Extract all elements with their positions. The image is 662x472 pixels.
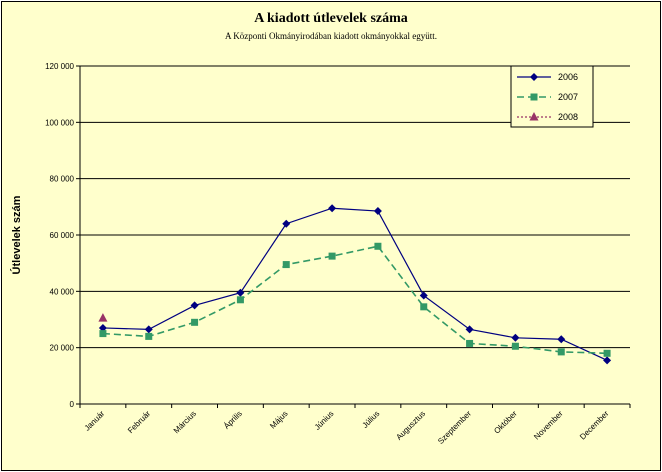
series-markers xyxy=(98,204,612,365)
data-point-2006 xyxy=(236,288,245,297)
legend-marker-2006 xyxy=(530,73,538,81)
series-line-2006 xyxy=(102,207,608,361)
series-line-2007 xyxy=(102,245,608,355)
axes xyxy=(76,65,631,408)
legend-label-2008: 2008 xyxy=(558,112,578,122)
x-tick-label: Szeptember xyxy=(436,409,473,446)
chart-subtitle: A Központi Okmányirodában kiadott okmány… xyxy=(225,31,437,41)
x-tick-label: Június xyxy=(313,409,336,432)
y-tick-label: 60 000 xyxy=(50,231,75,240)
y-tick-label: 100 000 xyxy=(45,118,74,127)
data-point-2007 xyxy=(374,242,382,250)
data-point-2007 xyxy=(145,332,153,340)
x-tick-label: December xyxy=(578,409,611,442)
data-point-2007 xyxy=(466,339,474,347)
x-tick-label: Március xyxy=(172,409,198,435)
y-tick-labels: 0 20 000 40 000 60 000 80 000 100 000 120 000 xyxy=(45,62,74,409)
y-tick-label: 0 xyxy=(70,400,75,409)
data-point-2006 xyxy=(419,291,428,300)
data-point-2006 xyxy=(603,356,612,365)
legend-label-2007: 2007 xyxy=(558,92,578,102)
data-point-2007 xyxy=(511,342,519,350)
data-point-2007 xyxy=(282,261,290,269)
data-point-2007 xyxy=(191,318,199,326)
data-point-2007 xyxy=(420,303,428,311)
chart-title: A kiadott útlevelek száma xyxy=(254,11,408,26)
data-point-2006 xyxy=(144,325,153,334)
data-point-2006 xyxy=(511,333,520,342)
x-tick-label: Július xyxy=(361,409,382,430)
data-point-2007 xyxy=(99,330,107,338)
x-tick-label: Január xyxy=(83,409,107,433)
legend-label-2006: 2006 xyxy=(558,72,578,82)
x-tick-label: November xyxy=(532,409,565,442)
legend: 2006 2007 2008 xyxy=(510,65,594,128)
data-point-2007 xyxy=(603,349,611,357)
legend-box xyxy=(510,65,594,128)
series-lines xyxy=(102,207,608,361)
data-point-2006 xyxy=(373,207,382,216)
x-tick-labels: Január Február Március Április Május Június Jú… xyxy=(83,409,611,446)
data-point-2006 xyxy=(282,219,291,228)
data-point-2007 xyxy=(328,252,336,260)
y-tick-label: 80 000 xyxy=(50,175,75,184)
data-point-2008 xyxy=(98,313,108,322)
x-tick-label: Augusztus xyxy=(394,409,427,442)
data-point-2007 xyxy=(557,348,565,356)
data-point-2006 xyxy=(190,301,199,310)
legend-marker-2008 xyxy=(529,112,539,121)
x-tick-label: Október xyxy=(492,409,519,436)
y-axis-label: Útlevelek szám xyxy=(10,195,23,274)
x-tick-label: Május xyxy=(268,409,289,430)
data-point-2006 xyxy=(328,204,337,213)
data-point-2006 xyxy=(465,325,474,334)
x-tick-label: Április xyxy=(222,409,244,431)
data-point-2006 xyxy=(98,323,107,332)
x-tick-label: Február xyxy=(126,409,152,435)
y-tick-label: 120 000 xyxy=(45,62,74,71)
y-tick-label: 40 000 xyxy=(50,287,75,296)
gridlines xyxy=(80,65,630,349)
legend-marker-2007 xyxy=(530,93,538,101)
y-tick-label: 20 000 xyxy=(50,344,75,353)
data-point-2007 xyxy=(236,296,244,304)
data-point-2006 xyxy=(557,335,566,344)
